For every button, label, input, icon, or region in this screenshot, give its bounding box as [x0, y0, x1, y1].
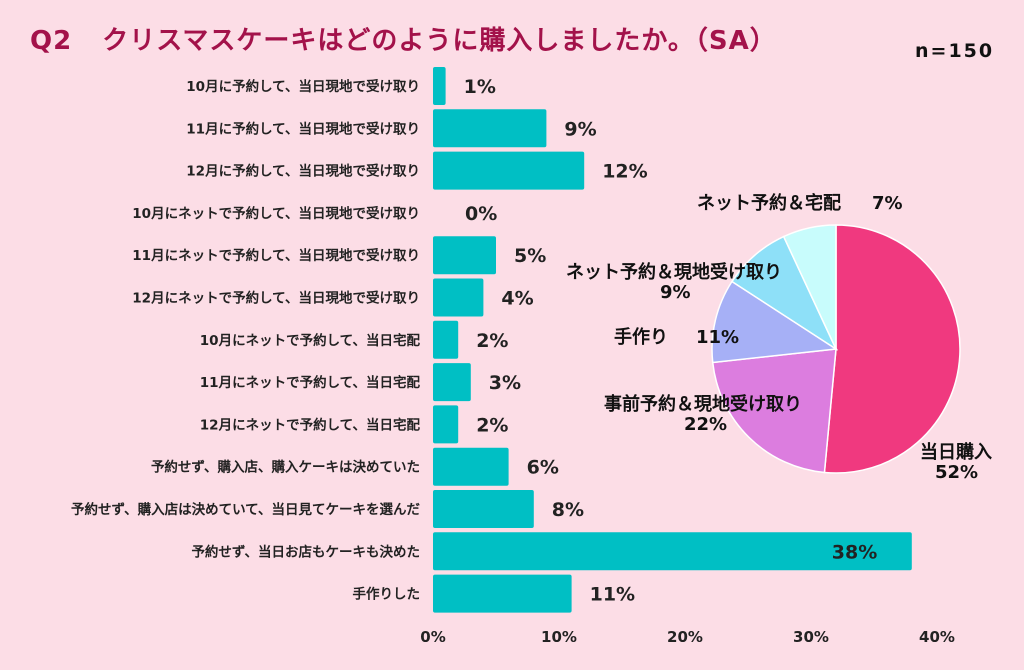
bar — [433, 363, 471, 402]
data-label: 38% — [832, 541, 877, 563]
data-label: 0% — [465, 203, 497, 225]
x-tick-label: 30% — [793, 628, 829, 646]
bar — [433, 67, 446, 105]
category-label: 10月にネットで予約して、当日現地で受け取り — [132, 205, 420, 222]
category-label: 12月に予約して、当日現地で受け取り — [186, 163, 420, 180]
pie-slice-label: ネット予約＆宅配 — [697, 192, 841, 214]
data-label: 2% — [476, 330, 508, 352]
pie-slice — [711, 280, 839, 364]
bar — [433, 278, 484, 317]
data-label: 6% — [527, 457, 559, 479]
data-label: 8% — [552, 499, 584, 521]
category-label: 予約せず、当日お店もケーキも決めた — [191, 543, 420, 560]
bar — [433, 405, 459, 444]
data-label: 2% — [476, 414, 508, 436]
data-label: 1% — [464, 76, 496, 98]
data-label: 4% — [501, 288, 533, 310]
pie-slice-value: 52% — [935, 462, 978, 483]
bar — [433, 447, 509, 486]
x-tick-label: 20% — [667, 628, 703, 646]
category-label: 12月にネットで予約して、当日現地で受け取り — [132, 290, 420, 307]
category-label: 10月に予約して、当日現地で受け取り — [186, 78, 420, 95]
category-label: 11月に予約して、当日現地で受け取り — [186, 120, 420, 137]
data-label: 9% — [564, 118, 596, 140]
category-label: 予約せず、購入店、購入ケーキは決めていた — [151, 459, 420, 476]
data-label: 5% — [514, 245, 546, 267]
pie-slice — [782, 224, 837, 350]
data-label: 11% — [590, 584, 635, 606]
category-label: 11月にネットで予約して、当日現地で受け取り — [132, 247, 420, 264]
pie-slice-value: 9% — [660, 282, 691, 303]
bar — [433, 109, 547, 148]
chart-title: Q2 クリスマスケーキはどのように購入しましたか。（SA） — [30, 20, 777, 57]
pie-slice-label: 事前予約＆現地受け取り — [604, 393, 802, 415]
category-label: 12月にネットで予約して、当日宅配 — [200, 416, 421, 433]
x-tick-label: 40% — [919, 628, 955, 646]
pie-slice — [711, 348, 837, 474]
x-tick-label: 10% — [541, 628, 577, 646]
pie-slice-label: ネット予約＆現地受け取り — [566, 261, 782, 283]
category-label: 予約せず、購入店は決めていて、当日見てケーキを選んだ — [71, 501, 420, 518]
bar — [433, 490, 534, 528]
data-label: 3% — [489, 372, 521, 394]
pie-slice — [823, 224, 961, 474]
bar — [433, 236, 496, 275]
pie-slice-value: 7% — [872, 193, 903, 214]
data-label: 12% — [602, 161, 647, 183]
bar — [433, 532, 912, 571]
category-label: 11月にネットで予約して、当日宅配 — [200, 374, 421, 391]
category-label: 10月にネットで予約して、当日宅配 — [200, 332, 421, 349]
bar — [433, 151, 585, 190]
bar — [433, 574, 572, 613]
question-number: Q2 — [30, 26, 73, 56]
pie-slice-label: 当日購入 — [920, 441, 992, 463]
pie-slice-value: 11% — [696, 327, 739, 348]
x-tick-label: 0% — [420, 628, 445, 646]
bar — [433, 320, 459, 359]
pie-slice-label: 手作り — [614, 326, 668, 348]
category-label: 手作りした — [353, 586, 421, 603]
pie-slice-value: 22% — [684, 414, 727, 435]
sample-size-label: n=150 — [915, 40, 995, 62]
question-text: クリスマスケーキはどのように購入しましたか。（SA） — [102, 26, 777, 56]
bar-chart: 10月に予約して、当日現地で受け取り 1% 11月に予約して、当日現地で受け取り 9%… — [71, 67, 955, 646]
